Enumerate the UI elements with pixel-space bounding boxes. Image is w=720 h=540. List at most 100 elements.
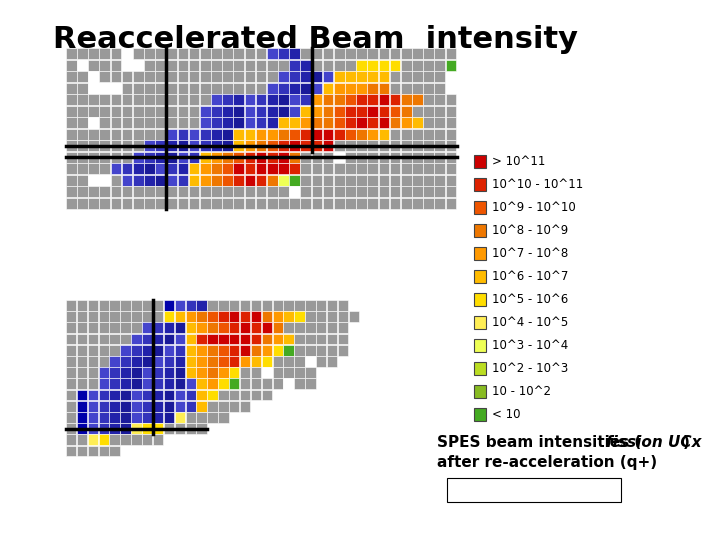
Bar <box>88 322 98 333</box>
Bar <box>423 174 434 186</box>
Bar <box>222 174 233 186</box>
Bar <box>77 345 87 355</box>
Bar <box>120 300 131 310</box>
Bar <box>222 71 233 82</box>
Bar <box>211 152 222 163</box>
Bar <box>142 401 153 411</box>
Bar <box>66 198 77 208</box>
Bar <box>412 105 423 117</box>
Bar <box>200 140 211 151</box>
Bar <box>77 311 87 322</box>
Bar <box>175 379 185 389</box>
Text: after re-acceleration (q+): after re-acceleration (q+) <box>437 455 657 470</box>
Bar <box>109 401 120 411</box>
Bar <box>434 48 445 59</box>
Bar <box>131 334 142 345</box>
Bar <box>77 367 87 378</box>
Bar <box>211 94 222 105</box>
Bar <box>111 59 122 71</box>
Bar <box>175 322 185 333</box>
Bar <box>88 311 98 322</box>
Bar <box>412 174 423 186</box>
Bar <box>120 311 131 322</box>
Bar <box>164 300 174 310</box>
Bar <box>345 48 356 59</box>
Bar <box>367 186 378 197</box>
Bar <box>434 163 445 174</box>
Bar <box>300 71 311 82</box>
Bar <box>300 48 311 59</box>
Bar <box>109 334 120 345</box>
Bar <box>164 401 174 411</box>
Bar <box>229 322 240 333</box>
Bar <box>256 105 266 117</box>
Bar <box>122 198 132 208</box>
Bar <box>77 129 88 139</box>
Bar <box>233 105 244 117</box>
Bar <box>133 59 144 71</box>
Bar <box>142 345 153 355</box>
Bar <box>166 117 177 128</box>
Bar <box>178 186 189 197</box>
Bar <box>164 311 174 322</box>
Bar <box>446 152 456 163</box>
Bar <box>294 356 305 367</box>
Bar <box>122 59 132 71</box>
Bar <box>278 71 289 82</box>
Bar <box>207 300 217 310</box>
Bar <box>99 186 110 197</box>
Bar <box>261 334 272 345</box>
Bar <box>222 198 233 208</box>
Bar <box>334 59 345 71</box>
Bar <box>305 311 315 322</box>
Bar <box>166 48 177 59</box>
Bar <box>218 334 228 345</box>
Bar <box>89 163 99 174</box>
Bar <box>178 48 189 59</box>
Bar <box>197 311 207 322</box>
Bar <box>66 434 76 445</box>
Bar <box>474 385 486 398</box>
Bar <box>278 186 289 197</box>
Bar <box>99 59 110 71</box>
Bar <box>229 367 240 378</box>
Bar <box>207 367 217 378</box>
Bar <box>211 48 222 59</box>
Bar <box>109 300 120 310</box>
Bar <box>99 152 110 163</box>
Bar <box>423 71 434 82</box>
Bar <box>189 48 199 59</box>
Bar <box>289 140 300 151</box>
Bar <box>77 140 88 151</box>
Bar <box>240 367 251 378</box>
Bar <box>278 174 289 186</box>
Bar <box>99 334 109 345</box>
Bar <box>423 105 434 117</box>
Bar <box>390 83 400 93</box>
Bar <box>323 163 333 174</box>
Bar <box>77 48 88 59</box>
Text: 10 - 10^2: 10 - 10^2 <box>492 385 551 398</box>
Bar <box>109 311 120 322</box>
Bar <box>120 356 131 367</box>
Bar <box>109 345 120 355</box>
Bar <box>256 129 266 139</box>
Bar <box>240 356 251 367</box>
Bar <box>66 105 77 117</box>
Bar <box>446 117 456 128</box>
Bar <box>245 129 256 139</box>
Bar <box>99 379 109 389</box>
Bar <box>77 117 88 128</box>
Bar <box>338 300 348 310</box>
Bar <box>189 152 199 163</box>
Bar <box>178 140 189 151</box>
Bar <box>345 198 356 208</box>
Bar <box>189 94 199 105</box>
Bar <box>256 152 266 163</box>
Bar <box>305 367 315 378</box>
Bar <box>166 59 177 71</box>
Bar <box>207 311 217 322</box>
Bar <box>229 311 240 322</box>
Bar <box>120 367 131 378</box>
Bar <box>367 105 378 117</box>
